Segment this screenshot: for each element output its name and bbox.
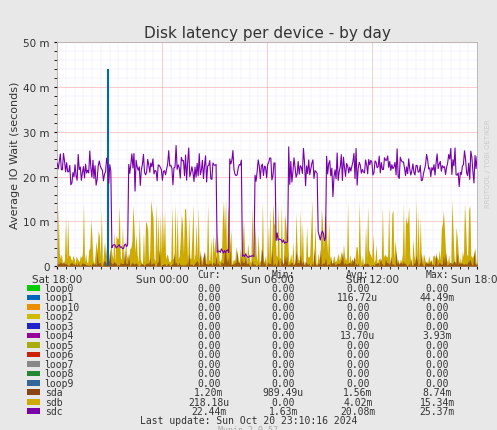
Bar	[27, 371, 40, 376]
Text: 989.49u: 989.49u	[263, 387, 304, 397]
Bar	[27, 286, 40, 291]
Text: loop9: loop9	[45, 378, 74, 388]
Text: Munin 2.0.57: Munin 2.0.57	[219, 425, 278, 430]
Text: 0.00: 0.00	[271, 292, 295, 303]
Text: 13.70u: 13.70u	[340, 330, 375, 341]
Bar	[27, 342, 40, 348]
Text: 0.00: 0.00	[425, 340, 449, 350]
Text: 1.20m: 1.20m	[194, 387, 224, 397]
Title: Disk latency per device - by day: Disk latency per device - by day	[144, 25, 391, 40]
Y-axis label: Average IO Wait (seconds): Average IO Wait (seconds)	[10, 81, 20, 228]
Text: loop0: loop0	[45, 283, 74, 293]
Text: 0.00: 0.00	[425, 283, 449, 293]
Text: Max:: Max:	[425, 269, 449, 280]
Text: 0.00: 0.00	[197, 321, 221, 331]
Text: 0.00: 0.00	[346, 302, 370, 312]
Text: 0.00: 0.00	[197, 359, 221, 369]
Text: 15.34m: 15.34m	[420, 396, 455, 407]
Bar	[27, 304, 40, 310]
Bar	[27, 323, 40, 329]
Text: loop4: loop4	[45, 330, 74, 341]
Text: 0.00: 0.00	[271, 302, 295, 312]
Text: 0.00: 0.00	[271, 349, 295, 359]
Text: 0.00: 0.00	[271, 321, 295, 331]
Text: 0.00: 0.00	[346, 321, 370, 331]
Text: 0.00: 0.00	[425, 302, 449, 312]
Text: 3.93m: 3.93m	[422, 330, 452, 341]
Text: 0.00: 0.00	[197, 340, 221, 350]
Bar	[27, 399, 40, 405]
Text: 0.00: 0.00	[425, 368, 449, 378]
Text: 0.00: 0.00	[346, 311, 370, 322]
Text: 0.00: 0.00	[271, 340, 295, 350]
Bar	[27, 361, 40, 367]
Text: 0.00: 0.00	[271, 396, 295, 407]
Text: 22.44m: 22.44m	[191, 406, 226, 416]
Text: loop3: loop3	[45, 321, 74, 331]
Text: sdc: sdc	[45, 406, 62, 416]
Text: 0.00: 0.00	[197, 378, 221, 388]
Text: 0.00: 0.00	[197, 311, 221, 322]
Text: 0.00: 0.00	[346, 359, 370, 369]
Text: sdb: sdb	[45, 396, 62, 407]
Text: 0.00: 0.00	[271, 311, 295, 322]
Text: Avg:: Avg:	[346, 269, 370, 280]
Text: Min:: Min:	[271, 269, 295, 280]
Text: 0.00: 0.00	[346, 368, 370, 378]
Text: 0.00: 0.00	[425, 311, 449, 322]
Text: 1.56m: 1.56m	[343, 387, 373, 397]
Text: loop1: loop1	[45, 292, 74, 303]
Text: 0.00: 0.00	[197, 368, 221, 378]
Bar	[27, 333, 40, 338]
Text: sda: sda	[45, 387, 62, 397]
Text: RRDTOOL / TOBI OETIKER: RRDTOOL / TOBI OETIKER	[485, 119, 491, 208]
Text: 0.00: 0.00	[197, 349, 221, 359]
Text: loop5: loop5	[45, 340, 74, 350]
Text: 8.74m: 8.74m	[422, 387, 452, 397]
Text: 0.00: 0.00	[346, 378, 370, 388]
Text: 0.00: 0.00	[425, 349, 449, 359]
Text: 0.00: 0.00	[346, 349, 370, 359]
Text: Cur:: Cur:	[197, 269, 221, 280]
Text: 218.18u: 218.18u	[188, 396, 229, 407]
Text: 0.00: 0.00	[346, 340, 370, 350]
Text: 25.37m: 25.37m	[420, 406, 455, 416]
Text: 0.00: 0.00	[197, 330, 221, 341]
Bar	[27, 380, 40, 386]
Text: 0.00: 0.00	[425, 378, 449, 388]
Text: 0.00: 0.00	[346, 283, 370, 293]
Text: loop7: loop7	[45, 359, 74, 369]
Text: loop10: loop10	[45, 302, 80, 312]
Text: 0.00: 0.00	[197, 283, 221, 293]
Text: 0.00: 0.00	[197, 292, 221, 303]
Text: 0.00: 0.00	[271, 378, 295, 388]
Text: 0.00: 0.00	[197, 302, 221, 312]
Text: 0.00: 0.00	[271, 283, 295, 293]
Text: 0.00: 0.00	[425, 321, 449, 331]
Bar	[27, 390, 40, 395]
Text: loop8: loop8	[45, 368, 74, 378]
Text: 20.08m: 20.08m	[340, 406, 375, 416]
Bar	[27, 408, 40, 414]
Text: 44.49m: 44.49m	[420, 292, 455, 303]
Text: 116.72u: 116.72u	[337, 292, 378, 303]
Bar	[27, 352, 40, 357]
Bar	[27, 295, 40, 301]
Text: 0.00: 0.00	[271, 368, 295, 378]
Text: 0.00: 0.00	[271, 359, 295, 369]
Bar	[27, 314, 40, 319]
Text: loop2: loop2	[45, 311, 74, 322]
Text: loop6: loop6	[45, 349, 74, 359]
Text: 1.63m: 1.63m	[268, 406, 298, 416]
Text: 0.00: 0.00	[271, 330, 295, 341]
Text: 0.00: 0.00	[425, 359, 449, 369]
Text: 4.02m: 4.02m	[343, 396, 373, 407]
Text: Last update: Sun Oct 20 23:10:16 2024: Last update: Sun Oct 20 23:10:16 2024	[140, 415, 357, 425]
